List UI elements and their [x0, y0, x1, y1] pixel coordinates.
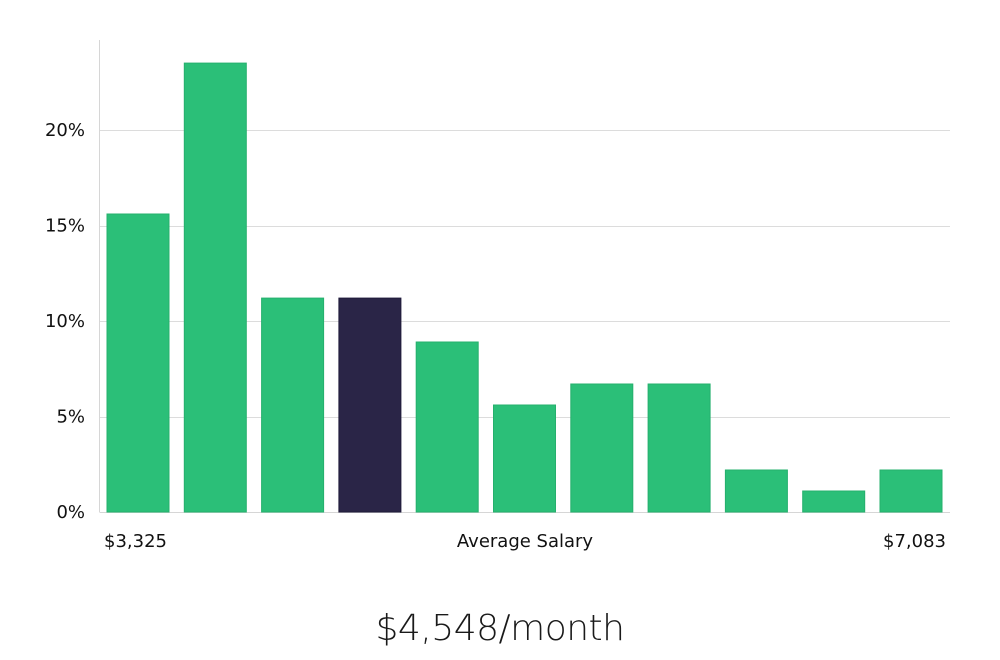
y-tick-label: 20% [45, 120, 85, 141]
bar [570, 383, 634, 513]
x-max-label: $7,083 [883, 531, 946, 552]
x-min-label: $3,325 [104, 531, 167, 552]
y-tick-labels: 0% 5% 10% 15% 20% [45, 120, 85, 523]
bar [415, 341, 479, 513]
average-salary-caption: $4,548/month [375, 608, 625, 649]
bar [106, 213, 170, 513]
x-axis-title: Average Salary [457, 531, 594, 552]
bar [261, 297, 325, 513]
bar [879, 469, 943, 513]
bar [724, 469, 788, 513]
bars [106, 62, 943, 513]
bar [802, 490, 866, 513]
bar [647, 383, 711, 513]
bar [183, 62, 247, 513]
y-tick-label: 5% [56, 407, 85, 428]
y-tick-label: 10% [45, 311, 85, 332]
bar-highlighted [338, 297, 402, 513]
y-tick-label: 15% [45, 216, 85, 237]
y-tick-label: 0% [56, 502, 85, 523]
salary-histogram: 0% 5% 10% 15% 20% $3,325 Average Salary $7,0… [45, 40, 950, 552]
bar [493, 404, 556, 513]
